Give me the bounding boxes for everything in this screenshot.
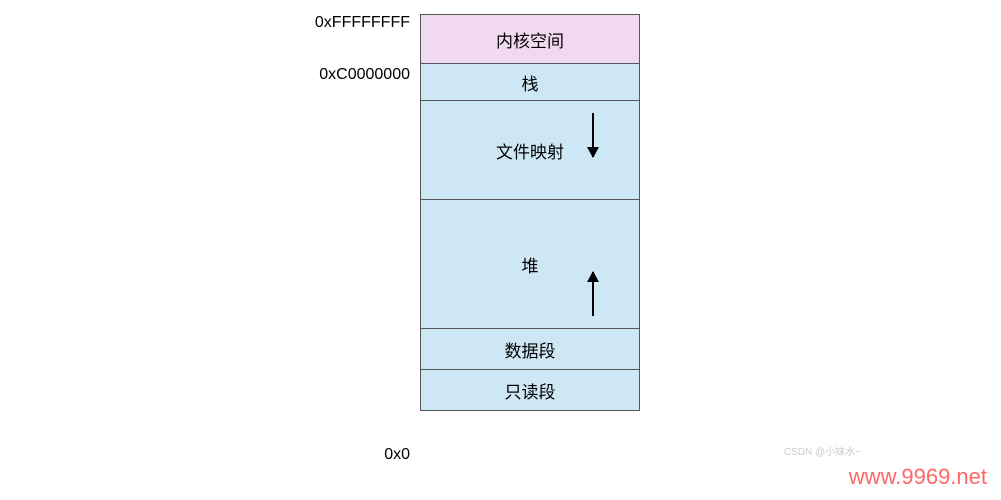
- address-label-top: 0xFFFFFFFF: [315, 14, 410, 32]
- segment-heap: 堆: [420, 199, 640, 329]
- segment-heap-label: 堆: [522, 252, 539, 277]
- address-label-bottom: 0x0: [384, 446, 410, 464]
- segment-data-label: 数据段: [505, 337, 556, 362]
- watermark-csdn: CSDN @小妹水~: [784, 443, 861, 458]
- segment-kernel-label: 内核空间: [496, 27, 564, 52]
- segment-mmap-label: 文件映射: [496, 138, 564, 163]
- segment-kernel: 内核空间: [420, 14, 640, 64]
- arrow-up-icon: [592, 272, 594, 316]
- segment-rodata: 只读段: [420, 369, 640, 411]
- segment-data: 数据段: [420, 328, 640, 370]
- segment-stack: 栈: [420, 63, 640, 101]
- memory-layout-diagram: 0xFFFFFFFF 0xC0000000 0x0 内核空间 栈 文件映射 堆 …: [300, 14, 640, 411]
- watermark-site: www.9969.net: [849, 464, 987, 490]
- segment-stack-label: 栈: [522, 70, 539, 95]
- segment-rodata-label: 只读段: [505, 378, 556, 403]
- segment-mmap: 文件映射: [420, 100, 640, 200]
- address-label-mid: 0xC0000000: [319, 66, 410, 84]
- memory-stack: 内核空间 栈 文件映射 堆 数据段 只读段: [420, 14, 640, 411]
- arrow-down-icon: [592, 113, 594, 157]
